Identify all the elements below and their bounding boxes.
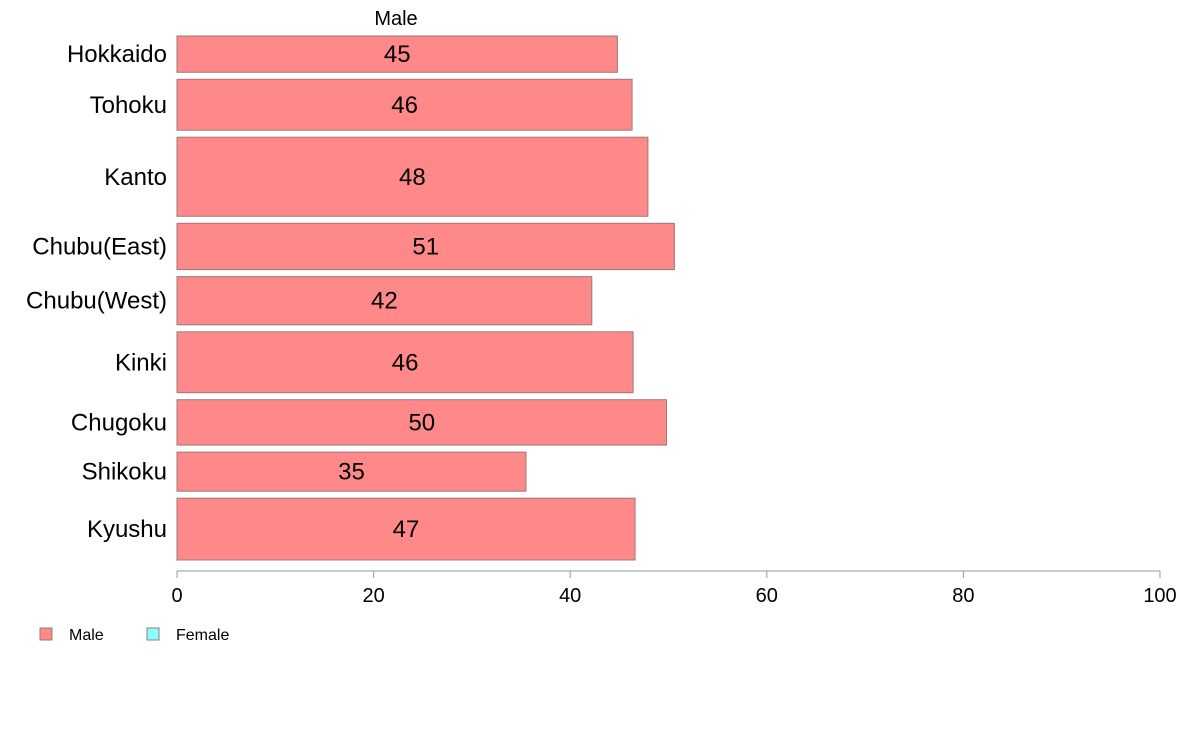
- category-label: Chubu(East): [32, 234, 167, 261]
- x-tick-label: 100: [1143, 585, 1176, 607]
- x-tick-label: 20: [362, 585, 384, 607]
- bar-hokkaido: [176, 35, 618, 73]
- legend-swatch-female: [146, 627, 160, 641]
- bar-chubu-west-: [176, 276, 593, 326]
- bar-value-label: 46: [391, 92, 418, 119]
- category-labels: Hokkaido Tohoku Kanto Chubu(East) Chubu(West…: [26, 41, 167, 543]
- bar-chugoku: [176, 399, 667, 446]
- bar-chubu-east-: [176, 222, 675, 271]
- legend-swatch-male: [39, 627, 53, 641]
- category-label: Hokkaido: [67, 41, 167, 68]
- x-tick-label: 60: [756, 585, 778, 607]
- category-label: Kyushu: [87, 516, 167, 543]
- bar-value-label: 35: [338, 459, 365, 486]
- x-axis: 0 20 40 60 80 100: [171, 570, 1177, 607]
- x-tick-label: 80: [952, 585, 974, 607]
- x-tick-label: 40: [559, 585, 581, 607]
- bar-shikoku: [176, 451, 527, 492]
- legend-label-female: Female: [176, 627, 229, 644]
- panel-title: Male: [374, 8, 417, 30]
- bar-value-label: 51: [412, 234, 439, 261]
- category-label: Chugoku: [71, 409, 167, 436]
- bar-kinki: [176, 331, 634, 394]
- bar-value-labels: 45 46 48 51 42 46 50 35 47: [338, 41, 439, 543]
- category-label: Kanto: [104, 164, 167, 191]
- bar-value-label: 42: [371, 288, 398, 315]
- category-label: Shikoku: [82, 459, 167, 486]
- bar-value-label: 45: [384, 41, 411, 68]
- x-tick-label: 0: [171, 585, 182, 607]
- category-label: Kinki: [115, 349, 167, 376]
- bars-group: [176, 35, 675, 561]
- category-label: Chubu(West): [26, 288, 167, 315]
- legend: Male Female: [39, 627, 229, 644]
- category-label: Tohoku: [90, 92, 167, 119]
- bar-value-label: 47: [393, 516, 420, 543]
- bar-kanto: [176, 136, 649, 217]
- legend-label-male: Male: [69, 627, 104, 644]
- bar-value-label: 50: [408, 409, 435, 436]
- bar-tohoku: [176, 78, 633, 131]
- bar-kyushu: [176, 497, 636, 561]
- bar-value-label: 48: [399, 164, 426, 191]
- bar-value-label: 46: [392, 349, 419, 376]
